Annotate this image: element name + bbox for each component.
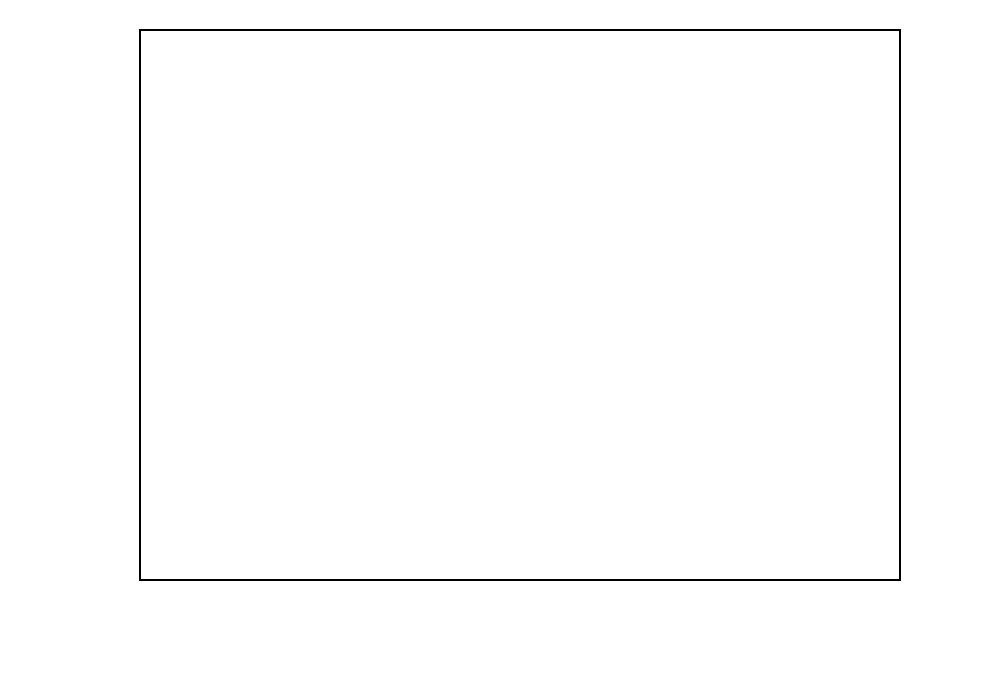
plot-frame [140,30,900,580]
dual-axis-line-chart [0,0,1000,680]
chart-svg [0,0,1000,680]
